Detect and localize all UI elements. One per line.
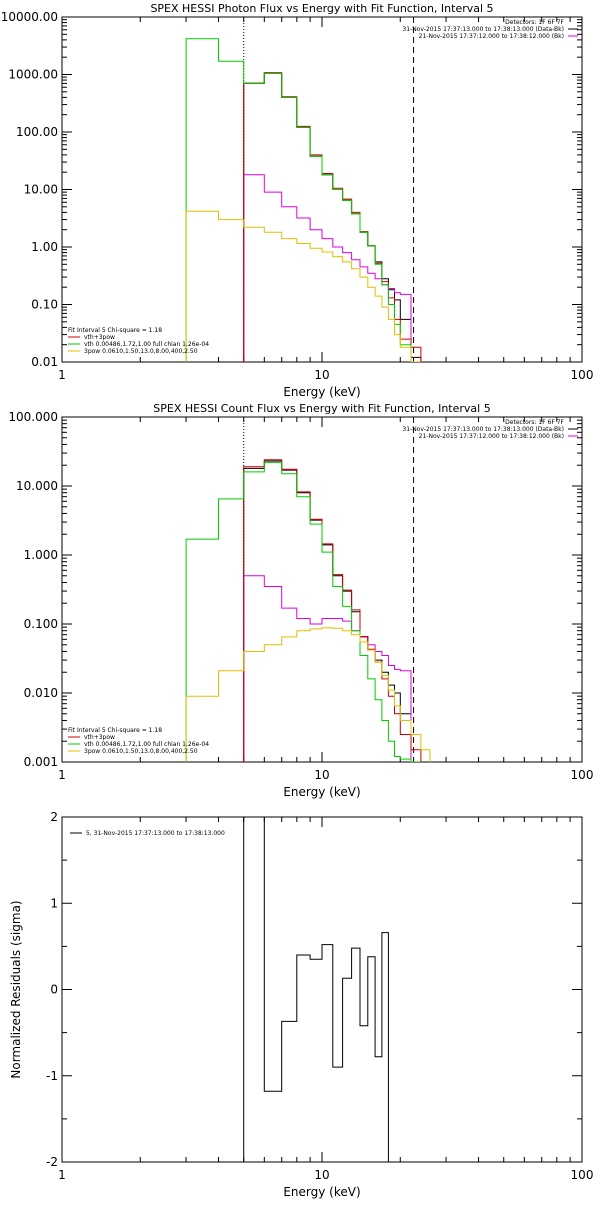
y-tick-label: 100.00 — [16, 125, 58, 139]
fit-legend-label: vth+3pow — [84, 734, 115, 741]
x-tick-label: 1 — [58, 368, 66, 382]
x-axis-label: Energy (keV) — [283, 1185, 360, 1199]
residual-legend-label: 5, 31-Nov-2015 17:37:13.000 to 17:38:13.… — [86, 830, 225, 837]
x-tick-label: 1 — [58, 768, 66, 782]
x-tick-label: 100 — [571, 368, 594, 382]
y-tick-label: 1.00 — [31, 240, 58, 254]
plot-frame — [61, 816, 583, 1163]
y-tick-label: 1000.00 — [8, 68, 58, 82]
header-line: 21-Nov-2015 17:37:12.000 to 17:38:12.000… — [419, 33, 564, 40]
series-2-line — [243, 174, 412, 362]
series-1-line — [243, 460, 412, 762]
x-tick-label: 10 — [314, 368, 329, 382]
y-tick-label: 10.00 — [24, 183, 58, 197]
fit-legend-label: 3pow 0.0610,1.50,13.0,8.00,400,2.50 — [84, 348, 198, 355]
plot-frame — [61, 416, 583, 763]
header-line: Detectors: 1F 6F 7F — [505, 419, 564, 426]
x-tick-label: 1 — [58, 1168, 66, 1182]
y-tick-label: -2 — [46, 1155, 58, 1169]
fit-legend-label: vth+3pow — [84, 334, 115, 341]
x-tick-label: 100 — [571, 1168, 594, 1182]
chart-title: SPEX HESSI Photon Flux vs Energy with Fi… — [150, 2, 493, 15]
fit-legend-label: 3pow 0.0610,1.50,13.0,8.00,400,2.50 — [84, 748, 198, 755]
y-tick-label: 0 — [50, 983, 58, 997]
fit-legend-label: vth 0.00486,1.72,1.00 full chian 1.26e-0… — [84, 741, 209, 748]
header-line: 21-Nov-2015 17:37:12.000 to 17:38:12.000… — [419, 433, 564, 440]
x-tick-label: 10 — [314, 1168, 329, 1182]
y-tick-label: 1 — [50, 896, 58, 910]
x-tick-label: 100 — [571, 768, 594, 782]
y-tick-label: 0.10 — [31, 298, 58, 312]
x-axis-label: Energy (keV) — [283, 785, 360, 799]
y-axis-label: Normalized Residuals (sigma) — [9, 900, 23, 1078]
x-axis-label: Energy (keV) — [283, 385, 360, 399]
header-line: 31-Nov-2015 17:37:13.000 to 17:38:13.000… — [402, 26, 564, 33]
x-tick-label: 10 — [314, 768, 329, 782]
y-tick-label: 0.010 — [24, 686, 58, 700]
fit-legend-header: Fit Interval 5 Chi-square = 1.18 — [68, 327, 162, 334]
y-tick-label: 0.001 — [24, 755, 58, 769]
y-tick-label: 100.000 — [8, 410, 58, 424]
series-4-line — [185, 461, 421, 762]
series-4-line — [185, 38, 421, 362]
series-3-line — [243, 459, 422, 762]
y-tick-label: 1.000 — [24, 548, 58, 562]
y-tick-label: 2 — [50, 810, 58, 824]
series-2-line — [243, 575, 412, 762]
y-tick-label: -1 — [46, 1069, 58, 1083]
series-3-line — [243, 72, 422, 362]
fit-legend-label: vth 0.00486,1.72,1.00 full chian 1.26e-0… — [84, 341, 209, 348]
chart-title: SPEX HESSI Count Flux vs Energy with Fit… — [153, 402, 490, 415]
series-1-line — [243, 817, 389, 1162]
y-tick-label: 0.01 — [31, 355, 58, 369]
y-tick-label: 10000.00 — [1, 10, 58, 24]
y-tick-label: 0.100 — [24, 617, 58, 631]
fit-legend-header: Fit Interval 5 Chi-square = 1.18 — [68, 727, 162, 734]
header-line: Detectors: 1F 6F 7F — [505, 19, 564, 26]
series-5-line — [185, 627, 431, 762]
series-5-line — [185, 210, 421, 362]
header-line: 31-Nov-2015 17:37:13.000 to 17:38:13.000… — [402, 426, 564, 433]
y-tick-label: 10.000 — [16, 479, 58, 493]
plot-frame — [61, 16, 583, 363]
